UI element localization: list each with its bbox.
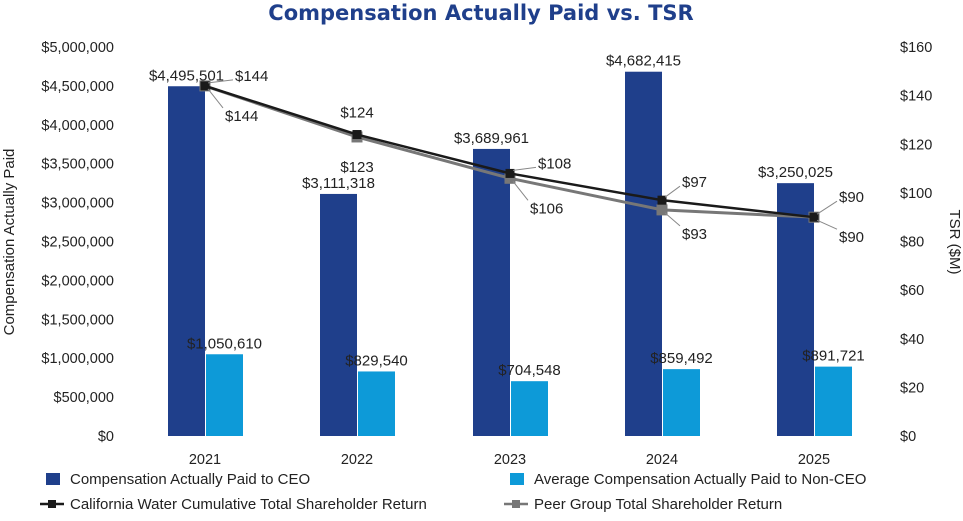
- peer-tsr-leader: [664, 212, 681, 227]
- legend-cal-water-tsr-swatch-marker: [48, 500, 56, 508]
- bars-layer: [168, 71, 852, 437]
- x-tick-label: 2021: [189, 452, 221, 468]
- peer-tsr-label: $144: [225, 108, 258, 125]
- ceo-bar: [168, 86, 205, 436]
- y-tick-label: $5,000,000: [41, 40, 114, 56]
- y-tick-label: $1,000,000: [41, 351, 114, 367]
- non-ceo-bar-label: $1,050,610: [187, 335, 262, 352]
- non-ceo-bar: [358, 371, 395, 436]
- y-tick-label: $3,000,000: [41, 196, 114, 212]
- peer-tsr-leader: [207, 88, 224, 109]
- ceo-bar-label: $3,689,961: [454, 130, 529, 147]
- ticks-layer: $0 $500,000 $1,000,000 $1,500,000 $2,000,000…: [41, 40, 932, 468]
- y2-tick-label: $160: [900, 40, 932, 56]
- legend-peer-tsr-label: Peer Group Total Shareholder Return: [534, 496, 782, 513]
- ceo-bar: [777, 183, 814, 436]
- x-tick-label: 2022: [341, 452, 373, 468]
- y-tick-label: $1,500,000: [41, 312, 114, 328]
- non-ceo-bar-label: $859,492: [650, 350, 713, 367]
- y2-tick-label: $120: [900, 137, 932, 153]
- peer-tsr-marker: [656, 204, 668, 216]
- non-ceo-bar-label: $829,540: [345, 352, 408, 369]
- cal-water-tsr-leader: [207, 79, 234, 84]
- cal-water-tsr-leader: [664, 185, 681, 198]
- ceo-bar-label: $4,682,415: [606, 53, 681, 70]
- x-tick-label: 2023: [494, 452, 526, 468]
- x-tick-label: 2024: [646, 452, 678, 468]
- peer-tsr-marker: [504, 172, 516, 184]
- legend-cal-water-tsr-label: California Water Cumulative Total Shareh…: [70, 496, 427, 513]
- cal-water-tsr-marker: [809, 212, 819, 222]
- y-tick-label: $500,000: [54, 390, 114, 406]
- cal-water-tsr-label: $144: [235, 68, 268, 85]
- cal-water-tsr-marker: [657, 195, 667, 205]
- y2-axis-label: TSR ($M): [946, 210, 963, 275]
- peer-tsr-leader: [816, 219, 838, 230]
- cal-water-tsr-marker: [505, 168, 515, 178]
- peer-tsr-label: $123: [340, 159, 373, 176]
- non-ceo-bar-label: $891,721: [802, 348, 865, 365]
- peer-tsr-label: $93: [682, 226, 707, 243]
- non-ceo-bar: [511, 381, 548, 436]
- legend-ceo-swatch: [46, 473, 60, 485]
- cal-water-tsr-marker: [352, 130, 362, 140]
- y2-tick-label: $0: [900, 429, 916, 445]
- y-tick-label: $3,500,000: [41, 157, 114, 173]
- non-ceo-bar-label: $704,548: [498, 362, 561, 379]
- peer-tsr-label: $106: [530, 200, 563, 217]
- y2-tick-label: $60: [900, 283, 924, 299]
- lines-layer: [199, 80, 820, 223]
- legend-non-ceo-swatch: [510, 473, 524, 485]
- labels-layer: $4,495,501 $3,111,318 $3,689,961 $4,682,415…: [149, 53, 865, 379]
- y2-tick-label: $20: [900, 380, 924, 396]
- chart-title: Compensation Actually Paid vs. TSR: [268, 1, 693, 25]
- legend: Compensation Actually Paid to CEO Average…: [40, 471, 866, 513]
- cal-water-tsr-marker: [200, 81, 210, 91]
- ceo-bar: [473, 148, 510, 437]
- y-tick-label: $4,000,000: [41, 118, 114, 134]
- cal-water-tsr-label: $108: [538, 155, 571, 172]
- legend-non-ceo-label: Average Compensation Actually Paid to No…: [534, 471, 866, 488]
- y-tick-label: $2,000,000: [41, 273, 114, 289]
- legend-peer-tsr-swatch-marker: [512, 500, 520, 508]
- y2-tick-label: $100: [900, 186, 932, 202]
- cal-water-tsr-leader: [816, 200, 838, 215]
- peer-tsr-label: $90: [839, 229, 864, 246]
- y-tick-label: $0: [98, 429, 114, 445]
- cal-water-tsr-leader: [512, 166, 537, 171]
- non-ceo-bar: [206, 354, 243, 436]
- y2-tick-label: $140: [900, 89, 932, 105]
- ceo-bar-label: $3,250,025: [758, 164, 833, 181]
- ceo-bar-label: $4,495,501: [149, 67, 224, 84]
- cal-water-tsr-label: $97: [682, 174, 707, 191]
- y2-tick-label: $80: [900, 235, 924, 251]
- legend-ceo-label: Compensation Actually Paid to CEO: [70, 471, 310, 488]
- y-tick-label: $2,500,000: [41, 235, 114, 251]
- ceo-bar: [320, 193, 357, 436]
- x-tick-label: 2025: [798, 452, 830, 468]
- y2-tick-label: $40: [900, 332, 924, 348]
- ceo-bar-label: $3,111,318: [302, 175, 375, 192]
- ceo-bar: [625, 71, 662, 436]
- y-axis-label: Compensation Actually Paid: [1, 149, 18, 336]
- peer-tsr-leader: [512, 180, 529, 201]
- non-ceo-bar: [815, 366, 852, 436]
- cal-water-tsr-label: $90: [839, 189, 864, 206]
- cal-water-tsr-label: $124: [340, 105, 373, 122]
- non-ceo-bar: [663, 369, 700, 436]
- y-tick-label: $4,500,000: [41, 79, 114, 95]
